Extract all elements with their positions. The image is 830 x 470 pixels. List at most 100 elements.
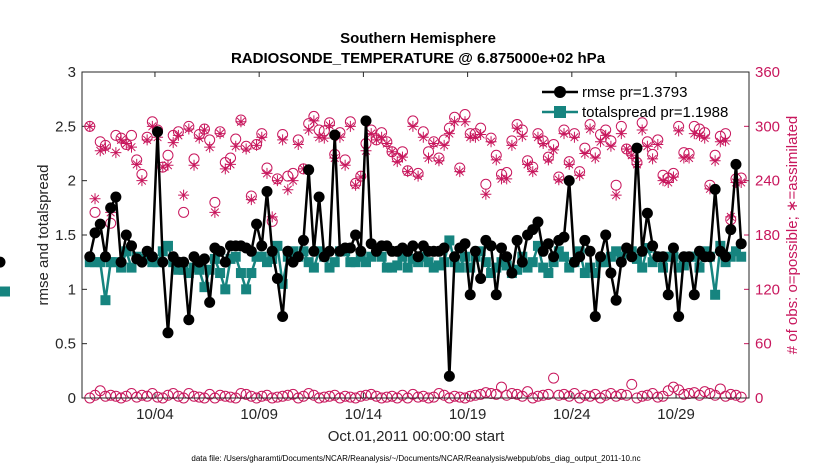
obs-assimilated-marker [641,140,653,152]
rmse-point [256,240,268,252]
obs-rejected-marker [652,391,664,403]
rmse-point [662,289,674,301]
totalspread-point [532,240,543,251]
obs-assimilated-marker [271,175,283,187]
totalspread-point [235,268,246,279]
obs-rejected-marker [407,388,419,400]
totalspread-point [215,268,226,279]
obs-assimilated-marker [188,159,200,171]
rmse-point [449,251,461,263]
y-tick-label: 1.5 [55,227,76,244]
rmse-point [673,311,685,322]
obs-assimilated-marker [94,145,106,157]
obs-rejected-marker [271,391,283,403]
rmse-point [511,234,523,246]
totalspread-point [95,257,106,268]
rmse-point [464,289,476,301]
rmse-point [219,256,231,268]
y-tick-label: 0.5 [55,336,76,353]
totalspread-point [121,246,132,257]
totalspread-point [465,262,476,273]
obs-assimilated-marker [522,158,534,170]
obs-assimilated-marker [459,116,471,128]
obs-assimilated-marker [146,120,158,132]
obs-assimilated-marker [600,129,612,141]
totalspread-point [126,262,137,273]
obs-rejected-marker [193,391,205,403]
obs-assimilated-marker [615,128,627,140]
rmse-point [157,256,169,268]
obs-assimilated-marker [391,156,403,168]
x-tick-label: 10/29 [657,406,695,423]
rmse-point [99,251,111,263]
obs-rejected-marker [511,388,523,400]
obs-assimilated-marker [605,140,617,152]
totalspread-point [480,257,491,268]
totalspread-point [637,262,648,273]
totalspread-point [183,268,194,279]
obs-assimilated-marker [490,154,502,166]
totalspread-point [611,246,622,257]
rmse-point [105,202,117,214]
y2-tick-label: 300 [755,118,780,135]
rmse-point [120,229,132,241]
obs-assimilated-marker [136,175,148,187]
totalspread-point [710,289,721,300]
obs-assimilated-marker [553,174,565,186]
totalspread-point [387,262,398,273]
rmse-point [350,229,362,241]
rmse-point [574,251,586,263]
totalspread-point [605,251,616,262]
totalspread-point [272,240,283,251]
totalspread-point [251,251,262,262]
obs-assimilated-marker [318,132,330,144]
rmse-point [329,129,341,141]
obs-assimilated-marker [324,119,336,131]
rmse-point [308,245,320,257]
rmse-point [688,289,700,301]
obs-assimilated-marker [438,139,450,151]
rmse-point [266,245,278,257]
totalspread-point [423,257,434,268]
obs-assimilated-marker [376,131,388,143]
obs-assimilated-marker [261,167,273,179]
obs-assimilated-marker [115,134,127,146]
totalspread-point [486,268,497,279]
obs-assimilated-marker [84,120,96,132]
totalspread-point [522,262,533,273]
obs-assimilated-marker [355,171,367,183]
y-tick-label: 0 [68,390,76,407]
totalspread-point [407,253,418,264]
y-tick-label: 2 [68,173,76,190]
obs-assimilated-marker [647,153,659,165]
x-tick-label: 10/19 [449,406,487,423]
obs-rejected-marker [308,389,320,401]
obs-assimilated-marker [412,170,424,182]
x-axis-ticks: 10/04 10/09 10/14 10/19 10/24 10/29 [136,72,695,423]
obs-assimilated-marker [162,159,174,171]
legend-spread-label: totalspread pr=1.1988 [582,104,728,121]
obs-rejected-marker [464,390,476,402]
y2-tick-label: 0 [755,390,763,407]
rmse-point [589,311,601,322]
obs-rejected-marker [355,390,367,402]
rmse-point [261,186,273,198]
totalspread-point [590,268,601,279]
obs-assimilated-marker [219,163,231,175]
plot-frame [81,71,750,399]
obs-assimilated-marker [178,189,190,201]
totalspread-point [496,257,507,268]
totalspread-point [267,253,278,264]
totalspread-point [454,262,465,273]
totalspread-point [199,282,210,293]
obs-assimilated-marker [214,128,226,140]
obs-assimilated-marker [157,161,169,173]
totalspread-point [527,257,538,268]
totalspread-point [553,246,564,257]
obs-assimilated-marker [287,175,299,187]
totalspread-point [366,251,377,262]
rmse-point [501,251,513,263]
rmse-point [542,238,554,250]
y2-tick-label: 180 [755,227,780,244]
